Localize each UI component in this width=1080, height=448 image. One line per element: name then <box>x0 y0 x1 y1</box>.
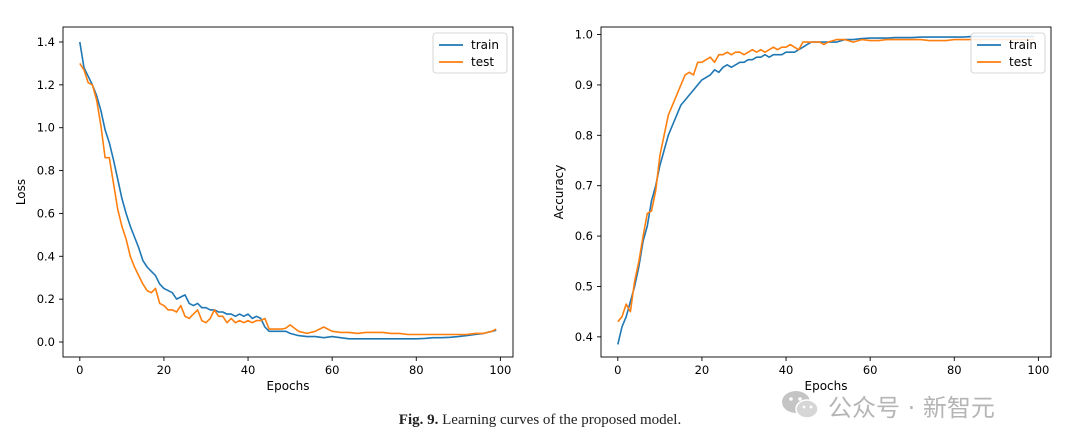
loss-axes-frame <box>62 26 514 358</box>
accuracy-y-tick-label: 1.0 <box>575 28 593 42</box>
accuracy-axes-frame <box>600 26 1052 358</box>
loss-x-tick-label: 20 <box>157 363 172 377</box>
loss-series-train-line <box>79 41 497 340</box>
loss-legend-box <box>432 32 508 74</box>
accuracy-x-tick-label: 100 <box>1027 363 1049 377</box>
loss-series-test-line <box>79 62 497 336</box>
accuracy-y-tick-label: 0.8 <box>575 128 593 142</box>
loss-y-axis-label: Loss <box>14 179 28 205</box>
loss-x-tick-label: 60 <box>325 363 340 377</box>
accuracy-x-tick-label: 20 <box>695 363 710 377</box>
accuracy-legend-box <box>970 32 1046 74</box>
loss-y-tick-label: 1.0 <box>37 121 55 135</box>
loss-x-tick-label: 100 <box>489 363 511 377</box>
loss-y-tick-label: 1.4 <box>37 35 55 49</box>
wechat-icon <box>782 391 819 419</box>
accuracy-series-train-line <box>617 35 1035 345</box>
loss-y-tick-label: 0.2 <box>37 292 55 306</box>
accuracy-y-tick-label: 0.9 <box>575 78 593 92</box>
loss-legend-label-train: train <box>471 38 499 52</box>
caption-text: Learning curves of the proposed model. <box>442 412 682 428</box>
accuracy-x-tick-label: 80 <box>947 363 962 377</box>
accuracy-y-axis-label: Accuracy <box>552 165 566 220</box>
loss-x-axis-label: Epochs <box>267 379 310 393</box>
accuracy-y-tick-label: 0.4 <box>575 330 593 344</box>
accuracy-chart: 0 20 40 60 80 100 0.4 0.5 0.6 0.7 0.8 0.9 1.0 Epochs A… <box>552 26 1052 393</box>
watermark: 公众号 · 新智元 <box>780 386 1050 424</box>
loss-y-tick-label: 0.6 <box>37 206 55 220</box>
loss-y-tick-label: 1.2 <box>37 78 55 92</box>
accuracy-y-tick-label: 0.7 <box>575 179 593 193</box>
accuracy-legend-label-train: train <box>1009 38 1037 52</box>
loss-y-tick-label: 0.8 <box>37 164 55 178</box>
accuracy-legend-label-test: test <box>1009 55 1032 69</box>
accuracy-series-test-line <box>617 38 1035 323</box>
accuracy-x-tick-label: 40 <box>779 363 794 377</box>
loss-x-tick-label: 80 <box>409 363 424 377</box>
loss-chart: 0 20 40 60 80 100 0.0 0.2 0.4 0.6 0.8 1.0 1.2 1.4 Epoc… <box>14 26 514 393</box>
loss-y-tick-label: 0.0 <box>37 335 55 349</box>
accuracy-x-tick-label: 0 <box>614 363 621 377</box>
figure-caption: Fig. 9. Learning curves of the proposed … <box>0 412 1080 429</box>
caption-label: Fig. 9. <box>398 412 439 428</box>
accuracy-x-axis-label: Epochs <box>805 379 848 393</box>
loss-y-tick-label: 0.4 <box>37 249 55 263</box>
loss-legend-label-test: test <box>471 55 494 69</box>
accuracy-y-tick-label: 0.5 <box>575 279 593 293</box>
watermark-text: 公众号 · 新智元 <box>828 393 995 422</box>
loss-x-tick-label: 40 <box>241 363 256 377</box>
accuracy-y-tick-label: 0.6 <box>575 229 593 243</box>
loss-x-tick-label: 0 <box>76 363 83 377</box>
accuracy-x-tick-label: 60 <box>863 363 878 377</box>
